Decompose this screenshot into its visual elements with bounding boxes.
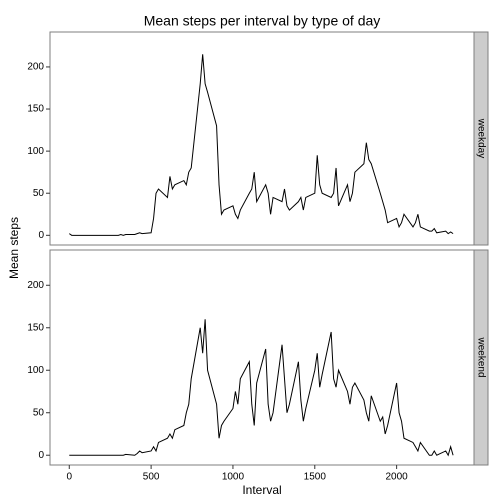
strip-label: weekend [475,336,486,377]
y-tick-label: 100 [27,365,44,376]
chart-title: Mean steps per interval by type of day [144,13,381,29]
strip [473,249,489,466]
x-axis-label: Interval [242,483,281,497]
y-tick-label: 100 [27,146,44,157]
x-tick-label: 2000 [385,472,408,483]
y-tick-label: 200 [27,62,44,73]
strip [473,31,489,246]
y-tick-label: 200 [27,280,44,291]
y-tick-label: 50 [33,407,45,418]
x-tick-label: 0 [66,472,72,483]
y-tick-label: 150 [27,322,44,333]
y-tick-label: 150 [27,104,44,115]
y-tick-label: 0 [38,230,44,241]
y-axis-label: Mean steps [7,217,21,279]
strip-label: weekday [475,118,486,158]
y-tick-label: 50 [33,188,45,199]
x-tick-label: 1000 [222,472,245,483]
line [68,54,454,236]
panel [49,249,475,466]
x-tick-label: 500 [143,472,160,483]
x-tick-label: 1500 [304,472,327,483]
line [69,319,454,457]
y-tick-label: 0 [38,450,44,461]
panel [49,31,475,246]
